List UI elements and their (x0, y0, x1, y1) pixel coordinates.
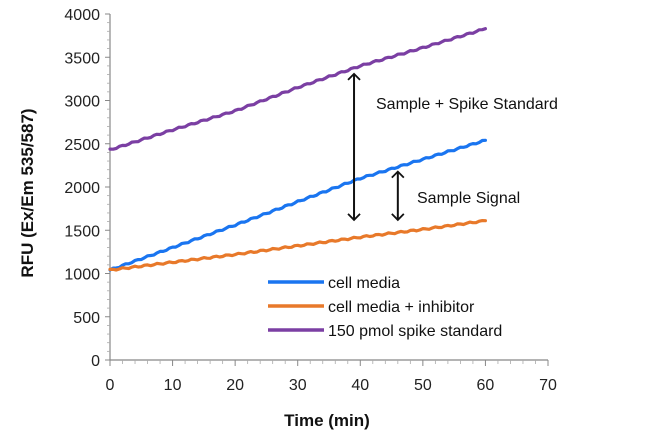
x-tick-label: 50 (414, 377, 432, 394)
annotation-label: Sample Signal (417, 190, 520, 207)
legend-entry: cell media (328, 275, 400, 292)
series-line (108, 219, 487, 272)
series-line (108, 138, 487, 272)
legend-entry: cell media + inhibitor (328, 299, 475, 316)
y-tick-label: 2500 (64, 137, 100, 154)
x-tick-label: 40 (351, 377, 369, 394)
y-tick-label: 3500 (64, 50, 100, 67)
x-tick-label: 30 (289, 377, 307, 394)
y-tick-label: 0 (91, 353, 100, 370)
x-tick-label: 0 (106, 377, 115, 394)
legend-entry: 150 pmol spike standard (328, 323, 502, 340)
x-tick-label: 10 (164, 377, 182, 394)
x-tick-label: 20 (226, 377, 244, 394)
y-tick-label: 3000 (64, 94, 100, 111)
x-tick-label: 70 (539, 377, 557, 394)
y-axis-title: RFU (Ex/Em 535/587) (18, 108, 37, 277)
x-tick-label: 60 (477, 377, 495, 394)
y-tick-label: 4000 (64, 7, 100, 24)
y-tick-label: 1500 (64, 223, 100, 240)
y-tick-label: 1000 (64, 267, 100, 284)
y-tick-label: 2000 (64, 180, 100, 197)
annotation-label: Sample + Spike Standard (376, 96, 558, 113)
series-line (108, 27, 487, 151)
x-axis-title: Time (min) (284, 411, 370, 430)
y-tick-label: 500 (73, 310, 100, 327)
